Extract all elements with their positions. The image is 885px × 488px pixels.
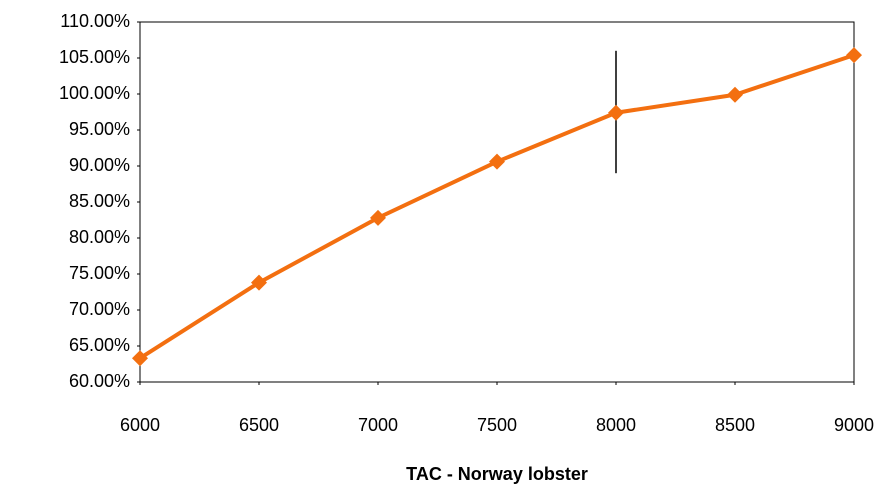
point-marker bbox=[727, 86, 743, 103]
point-marker bbox=[251, 274, 267, 291]
point-marker bbox=[370, 209, 386, 226]
y-tick-label: 90.00% bbox=[69, 155, 130, 175]
x-axis-label: TAC - Norway lobster bbox=[406, 464, 588, 484]
point-marker bbox=[489, 153, 505, 170]
point-marker bbox=[608, 104, 624, 121]
x-tick-label: 7000 bbox=[358, 415, 398, 435]
y-tick-label: 105.00% bbox=[59, 47, 130, 67]
y-tick-label: 75.00% bbox=[69, 263, 130, 283]
y-tick-label: 80.00% bbox=[69, 227, 130, 247]
y-tick-label: 95.00% bbox=[69, 119, 130, 139]
x-tick-label: 6500 bbox=[239, 415, 279, 435]
y-tick-label: 60.00% bbox=[69, 371, 130, 391]
x-tick-label: 7500 bbox=[477, 415, 517, 435]
x-tick-label: 8000 bbox=[596, 415, 636, 435]
plot-area bbox=[139, 21, 855, 383]
y-tick-label: 85.00% bbox=[69, 191, 130, 211]
point-marker bbox=[846, 47, 862, 64]
x-tick-label: 8500 bbox=[715, 415, 755, 435]
x-tick-label: 6000 bbox=[120, 415, 160, 435]
x-tick-label: 9000 bbox=[834, 415, 874, 435]
point-marker bbox=[132, 350, 148, 367]
y-tick-label: 70.00% bbox=[69, 299, 130, 319]
y-tick-label: 65.00% bbox=[69, 335, 130, 355]
series-line bbox=[138, 53, 855, 360]
y-tick-label: 100.00% bbox=[59, 83, 130, 103]
y-tick-label: 110.00% bbox=[60, 11, 130, 31]
